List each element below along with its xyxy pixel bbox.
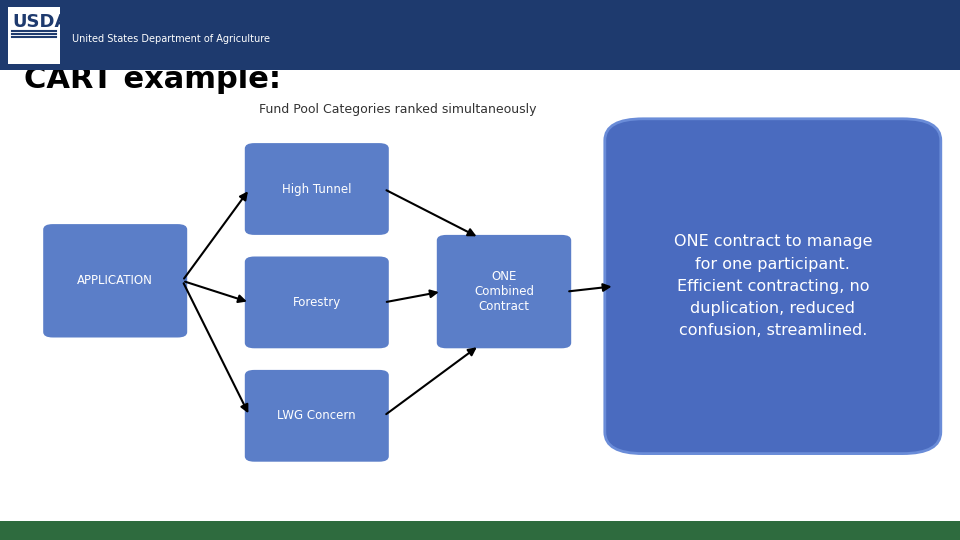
FancyBboxPatch shape: [0, 0, 960, 70]
Text: High Tunnel: High Tunnel: [282, 183, 351, 195]
FancyBboxPatch shape: [43, 224, 187, 338]
FancyBboxPatch shape: [0, 521, 960, 540]
Text: CART example:: CART example:: [24, 65, 281, 94]
FancyBboxPatch shape: [245, 143, 389, 235]
FancyBboxPatch shape: [437, 235, 571, 348]
Text: Fund Pool Categories ranked simultaneously: Fund Pool Categories ranked simultaneous…: [259, 103, 537, 116]
Text: APPLICATION: APPLICATION: [77, 274, 154, 287]
Text: ONE
Combined
Contract: ONE Combined Contract: [474, 270, 534, 313]
Text: ONE contract to manage
for one participant.
Efficient contracting, no
duplicatio: ONE contract to manage for one participa…: [674, 234, 872, 338]
FancyBboxPatch shape: [8, 7, 60, 64]
Text: USDA: USDA: [12, 12, 69, 31]
Text: United States Department of Agriculture: United States Department of Agriculture: [72, 33, 270, 44]
Text: LWG Concern: LWG Concern: [277, 409, 356, 422]
FancyBboxPatch shape: [245, 370, 389, 462]
Text: Forestry: Forestry: [293, 296, 341, 309]
FancyBboxPatch shape: [605, 119, 941, 454]
FancyBboxPatch shape: [245, 256, 389, 348]
